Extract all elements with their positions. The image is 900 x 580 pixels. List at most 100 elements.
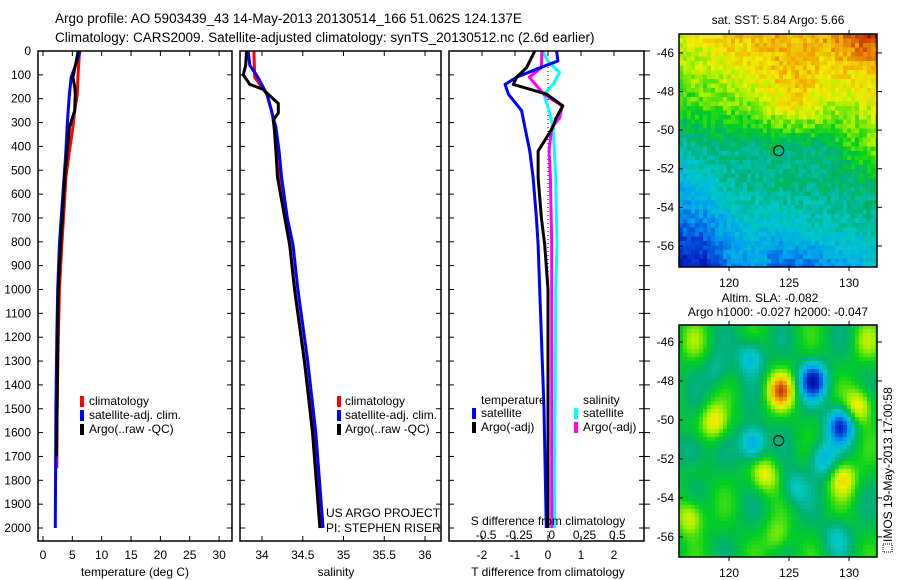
heatmap-cell [771,142,776,147]
heatmap-cell [731,413,736,418]
heatmap-cell [755,393,760,398]
heatmap-cell [855,437,860,442]
heatmap-cell [815,361,820,366]
heatmap-cell [799,349,804,354]
heatmap-cell [867,389,872,394]
heatmap-cell [859,119,864,125]
heatmap-cell [751,223,756,228]
heatmap-cell [831,505,836,510]
heatmap-cell [875,196,878,201]
heatmap-cell [691,43,696,48]
heatmap-cell [855,259,860,264]
heatmap-cell [703,101,708,107]
heatmap-cell [731,133,736,138]
heatmap-cell [815,164,820,170]
heatmap-cell [855,477,860,482]
heatmap-cell [699,65,704,71]
heatmap-cell [747,445,752,450]
heatmap-cell [775,196,780,201]
heatmap-cell [815,142,820,147]
heatmap-cell [683,169,688,174]
heatmap-cell [827,469,832,474]
heatmap-cell [783,119,788,125]
heatmap-cell [843,325,848,330]
heatmap-cell [787,110,792,116]
heatmap-cell [743,449,748,454]
heatmap-cell [859,245,864,251]
heatmap-cell [707,88,712,93]
heatmap-cell [747,425,752,430]
heatmap-cell [791,421,796,426]
heatmap-cell [827,119,832,125]
heatmap-cell [731,92,736,98]
heatmap-cell [703,88,708,93]
heatmap-cell [711,481,716,486]
heatmap-cell [679,325,684,330]
heatmap-cell [787,505,792,510]
heatmap-cell [819,381,824,386]
heatmap-cell [715,373,720,378]
heatmap-cell [831,437,836,442]
heatmap-cell [783,241,788,246]
heatmap-cell [683,119,688,125]
heatmap-cell [711,477,716,482]
heatmap-cell [875,433,878,438]
heatmap-cell [839,110,844,116]
heatmap-cell [763,88,768,93]
heatmap-cell [767,178,772,183]
heatmap-cell [871,405,876,410]
heatmap-cell [743,124,748,129]
heatmap-cell [831,337,836,342]
heatmap-cell [803,465,808,470]
heatmap-cell [739,445,744,450]
heatmap-cell [799,173,804,179]
heatmap-cell [863,337,868,342]
heatmap-cell [687,191,692,197]
heatmap-cell [795,481,800,486]
heatmap-cell [815,337,820,342]
heatmap-cell [751,357,756,362]
heatmap-cell [867,205,872,210]
heatmap-cell [835,469,840,474]
heatmap-cell [731,61,736,66]
heatmap-cell [739,333,744,338]
heatmap-cell [751,200,756,206]
heatmap-cell [687,200,692,206]
heatmap-cell [823,200,828,206]
heatmap-cell [867,409,872,414]
heatmap-cell [731,485,736,490]
heatmap-cell [699,245,704,251]
heatmap-cell [763,393,768,398]
heatmap-cell [691,79,696,84]
heatmap-cell [823,146,828,152]
heatmap-cell [679,259,684,264]
heatmap-cell [835,421,840,426]
heatmap-cell [735,473,740,478]
heatmap-cell [683,146,688,152]
heatmap-cell [827,200,832,206]
heatmap-cell [787,377,792,382]
heatmap-cell [703,52,708,57]
heatmap-cell [855,393,860,398]
heatmap-cell [815,178,820,183]
heatmap-cell [867,501,872,506]
heatmap-cell [875,473,878,478]
heatmap-cell [863,421,868,426]
heatmap-cell [807,137,812,143]
heatmap-cell [751,465,756,470]
heatmap-cell [791,369,796,374]
heatmap-cell [767,110,772,116]
heatmap-cell [859,429,864,434]
heatmap-cell [735,393,740,398]
heatmap-cell [875,83,878,89]
heatmap-cell [703,397,708,402]
heatmap-cell [727,92,732,98]
heatmap-cell [759,196,764,201]
heatmap-cell [859,61,864,66]
heatmap-cell [803,493,808,498]
heatmap-cell [863,137,868,143]
heatmap-cell [875,465,878,470]
heatmap-cell [795,477,800,482]
heatmap-cell [867,79,872,84]
heatmap-cell [847,38,852,44]
